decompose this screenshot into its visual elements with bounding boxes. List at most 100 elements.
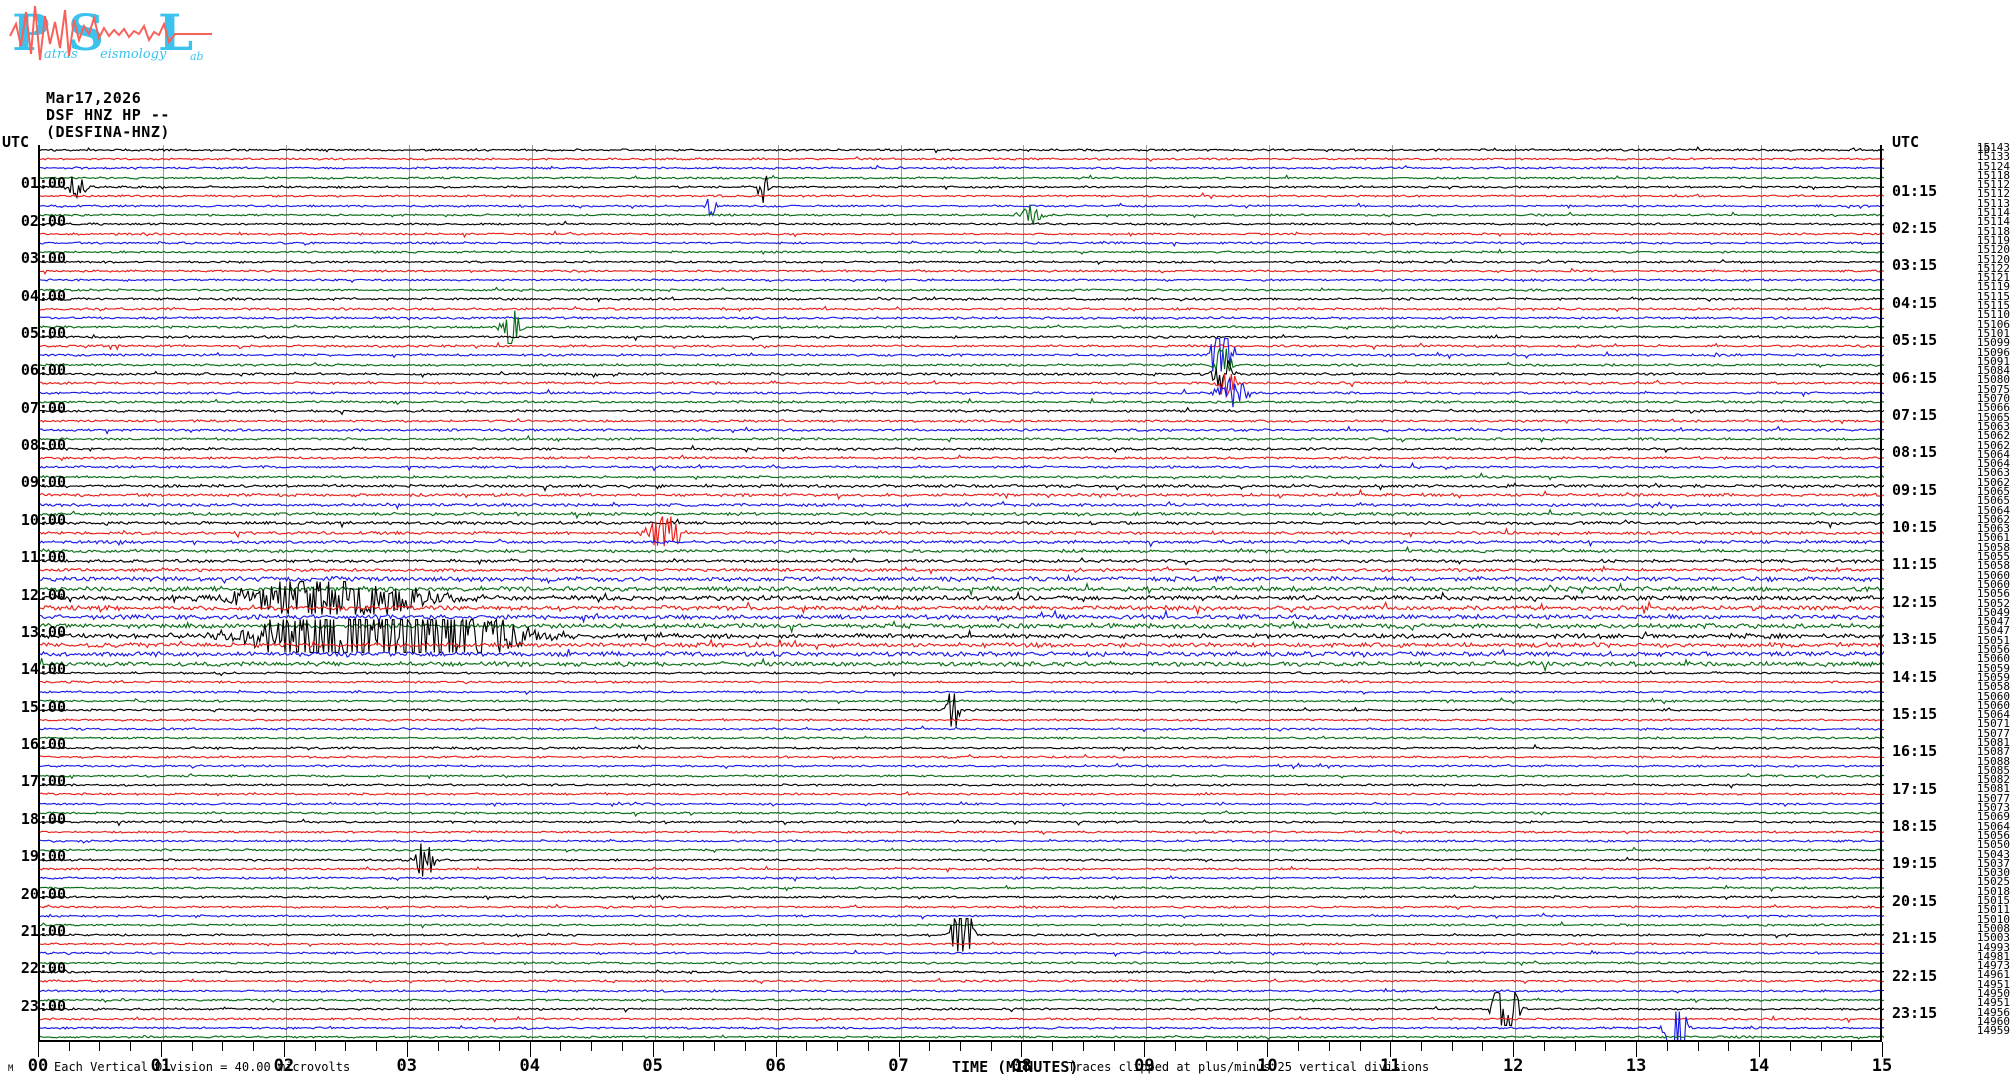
seismogram-trace-row-47 — [40, 572, 1884, 606]
seismogram-trace-row-25 — [40, 366, 1884, 400]
seismogram-trace-row-39 — [40, 497, 1884, 531]
row-value: 15018 — [1976, 884, 2010, 898]
seismogram-trace-row-86 — [40, 936, 1884, 970]
seismogram-trace-row-80 — [40, 880, 1884, 914]
row-value: 15075 — [1976, 382, 2010, 396]
seismogram-trace-row-78 — [40, 861, 1884, 895]
helicorder-plot[interactable] — [38, 145, 1884, 1042]
seismogram-trace-row-37 — [40, 478, 1884, 512]
row-value: 15119 — [1976, 280, 2010, 294]
seismogram-trace-row-57 — [40, 665, 1884, 699]
row-value: 15060 — [1976, 698, 2010, 712]
seismogram-trace-row-55 — [40, 647, 1884, 681]
x-tick-label-07: 07 — [888, 1056, 909, 1076]
row-value: 15069 — [1976, 810, 2010, 824]
row-value: 15113 — [1976, 196, 2010, 210]
x-tick-minor — [1666, 1042, 1668, 1051]
right-hour-label-12-15: 12:15 — [1892, 592, 1938, 611]
left-hour-label-19-00: 19:00 — [20, 847, 66, 866]
row-value: 15010 — [1976, 912, 2010, 926]
left-hour-label-16-00: 16:00 — [20, 735, 66, 753]
right-axis-label: UTC — [1892, 133, 1920, 151]
row-value: 15082 — [1976, 773, 2010, 787]
row-value: 15025 — [1976, 875, 2010, 889]
x-tick-minor — [867, 1042, 869, 1051]
x-tick-major-09 — [1144, 1042, 1146, 1057]
row-value: 14961 — [1976, 968, 2010, 982]
x-tick-minor — [714, 1042, 716, 1051]
header-channel: DSF HNZ HP -- — [46, 106, 170, 124]
seismogram-trace-row-88 — [40, 955, 1884, 989]
row-value: 15064 — [1976, 503, 2010, 517]
x-tick-minor — [1175, 1042, 1177, 1051]
x-tick-minor — [1113, 1042, 1115, 1051]
row-value: 15030 — [1976, 866, 2010, 880]
x-tick-label-05: 05 — [642, 1056, 663, 1076]
right-hour-label-03-15: 03:15 — [1892, 256, 1938, 275]
scale-note-prefix: M — [8, 1064, 14, 1074]
seismogram-trace-row-67 — [40, 759, 1884, 793]
gridline-minute-08 — [1023, 145, 1025, 1042]
seismogram-trace-row-82 — [40, 899, 1884, 933]
row-value: 15043 — [1976, 847, 2010, 861]
seismogram-trace-row-0 — [40, 145, 1884, 167]
seismogram-trace-row-58 — [40, 675, 1884, 709]
left-hour-label-20-00: 20:00 — [20, 884, 66, 903]
gridline-minute-11 — [1392, 145, 1394, 1042]
row-value: 15062 — [1976, 475, 2010, 489]
x-tick-minor — [929, 1042, 931, 1051]
x-tick-minor — [1236, 1042, 1238, 1051]
seismogram-trace-row-49 — [40, 591, 1884, 625]
row-value-overlay: 10 — [1977, 143, 1991, 156]
x-tick-major-04 — [529, 1042, 531, 1057]
x-tick-label-00: 00 — [27, 1056, 49, 1076]
seismogram-trace-row-18 — [40, 301, 1884, 335]
x-tick-major-11 — [1390, 1042, 1392, 1057]
row-value: 15110 — [1976, 308, 2010, 322]
row-value: 14956 — [1976, 1005, 2010, 1019]
row-value: 15037 — [1976, 856, 2010, 870]
seismogram-trace-row-1 — [40, 145, 1884, 176]
row-value: 15061 — [1976, 531, 2010, 545]
seismogram-trace-row-32 — [40, 432, 1884, 466]
left-hour-label-15-00: 15:00 — [20, 697, 66, 716]
left-axis-label: UTC — [2, 133, 30, 151]
left-hour-label-17-00: 17:00 — [20, 772, 66, 791]
row-value: 15056 — [1976, 587, 2010, 601]
row-value: 15073 — [1976, 801, 2010, 815]
row-value: 15065 — [1976, 484, 2010, 498]
seismogram-trace-row-33 — [40, 441, 1884, 475]
x-tick-minor — [1574, 1042, 1576, 1051]
seismogram-trace-row-50 — [40, 600, 1884, 634]
left-hour-label-21-00: 21:00 — [20, 921, 66, 940]
psl-logo: P S L atras eismology ab — [8, 4, 228, 66]
row-value: 15081 — [1976, 782, 2010, 796]
row-value: 15080 — [1976, 373, 2010, 387]
seismogram-trace-row-68 — [40, 768, 1884, 802]
x-tick-label-12: 12 — [1502, 1056, 1524, 1076]
left-hour-label-14-00: 14:00 — [20, 660, 66, 679]
row-value: 15063 — [1976, 419, 2010, 433]
seismogram-trace-row-84 — [40, 918, 1884, 952]
gridline-minute-01 — [162, 145, 164, 1042]
x-axis-ticks — [38, 1042, 1883, 1058]
seismogram-trace-row-93 — [40, 1002, 1884, 1036]
x-tick-major-08 — [1021, 1042, 1023, 1057]
row-value: 15060 — [1976, 652, 2010, 666]
seismogram-trace-row-87 — [40, 946, 1884, 980]
seismogram-trace-row-31 — [40, 422, 1884, 456]
seismogram-trace-row-44 — [40, 544, 1884, 578]
right-hour-label-04-15: 04:15 — [1892, 293, 1938, 312]
row-value: 15106 — [1976, 317, 2010, 331]
seismogram-trace-row-52 — [40, 619, 1884, 653]
seismogram-trace-row-90 — [40, 974, 1884, 1008]
x-tick-major-03 — [406, 1042, 408, 1057]
x-tick-minor — [1298, 1042, 1300, 1051]
seismogram-trace-row-81 — [40, 890, 1884, 924]
x-tick-label-01: 01 — [150, 1056, 172, 1076]
seismogram-trace-row-94 — [40, 1011, 1884, 1042]
row-value: 15056 — [1976, 643, 2010, 657]
svg-text:ab: ab — [190, 50, 204, 63]
x-tick-minor — [837, 1042, 839, 1051]
seismogram-trace-row-72 — [40, 805, 1884, 839]
